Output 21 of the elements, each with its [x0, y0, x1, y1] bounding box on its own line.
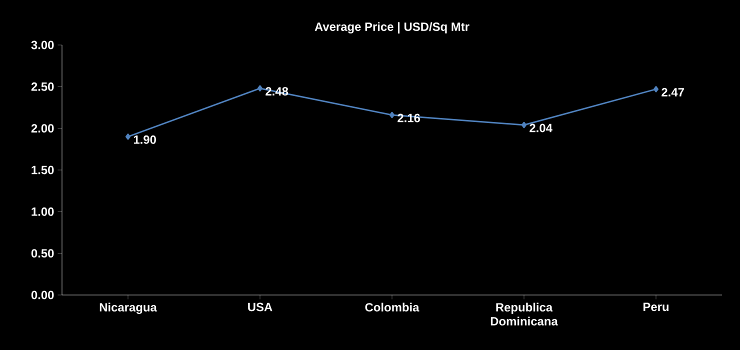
y-tick-label: 3.00 — [31, 40, 54, 50]
y-tick-label: 2.50 — [31, 82, 54, 91]
x-tick-label: Nicaragua — [100, 302, 157, 314]
data-label: 2.04 — [530, 124, 552, 132]
y-tick-label: 0.00 — [31, 290, 54, 300]
x-tick-label: Peru — [644, 302, 668, 312]
point — [257, 85, 263, 92]
point — [389, 112, 395, 118]
data-label: 1.90 — [134, 135, 156, 144]
y-tick-label: 0.50 — [31, 249, 54, 258]
y-tick-label: 1.00 — [32, 207, 54, 216]
y-tick-label: 1.50 — [32, 166, 54, 174]
chart-title: Average Price | USD/Sq Mtr — [314, 22, 470, 34]
x-tick-label: USA — [248, 302, 272, 312]
x-tick-label: Republica Dominicana — [490, 302, 558, 326]
point — [653, 86, 659, 92]
data-label: 2.47 — [662, 88, 684, 96]
point — [521, 122, 527, 128]
y-tick-label: 2.00 — [31, 124, 54, 133]
point — [125, 134, 131, 140]
x-tick-label: Colombia — [365, 302, 420, 312]
